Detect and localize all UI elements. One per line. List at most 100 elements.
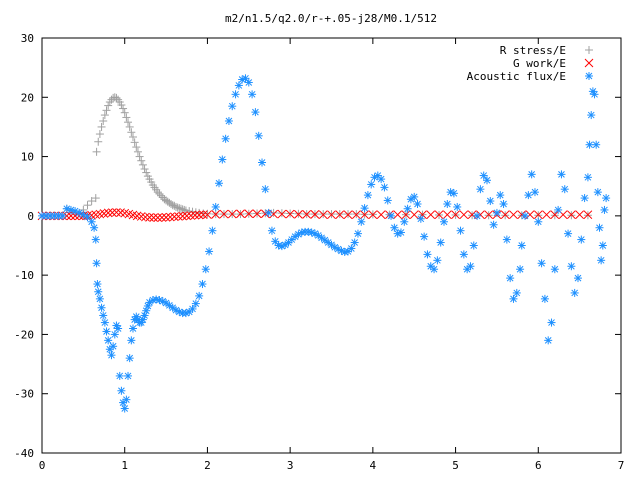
acoustic-flux-point (218, 155, 227, 164)
g-work-point (368, 210, 378, 220)
acoustic-flux-point (557, 170, 566, 179)
r-stress-point (112, 93, 121, 102)
g-work-point (575, 210, 584, 220)
acoustic-flux-point (264, 208, 273, 217)
legend-r-stress: R stress/E (500, 44, 593, 57)
acoustic-flux-point (433, 256, 442, 265)
r-stress-point (155, 189, 164, 198)
r-stress-point (127, 128, 136, 137)
acoustic-flux-point (248, 90, 257, 99)
legend-label: R stress/E (500, 44, 566, 57)
acoustic-flux-point (590, 90, 599, 99)
r-stress-point (133, 147, 142, 156)
acoustic-flux-point (502, 235, 511, 244)
acoustic-flux-point (114, 324, 123, 333)
acoustic-flux-point (274, 241, 283, 250)
acoustic-flux-point (211, 202, 220, 211)
g-work-point (182, 211, 192, 221)
g-work-point (459, 210, 469, 220)
legend-g-work: G work/E (513, 57, 594, 70)
acoustic-flux-point (107, 351, 116, 360)
acoustic-flux-point (597, 256, 606, 265)
g-work-point (302, 210, 312, 219)
g-work-point (525, 210, 535, 220)
y-tick-label: 20 (21, 91, 34, 104)
acoustic-flux-point (251, 108, 260, 117)
acoustic-flux-point (476, 185, 485, 194)
r-stress-point (125, 122, 134, 131)
acoustic-flux-point (602, 194, 611, 203)
acoustic-flux-point (198, 280, 207, 289)
g-work-point (99, 209, 109, 218)
r-stress-point (277, 209, 286, 218)
series-acoustic-flux (38, 74, 611, 413)
acoustic-flux-point (524, 191, 533, 200)
g-work-point (190, 210, 200, 220)
r-stress-point (130, 138, 139, 147)
x-tick-label: 4 (370, 459, 377, 472)
acoustic-flux-point (110, 330, 119, 339)
acoustic-flux-point (66, 205, 75, 214)
r-stress-point (137, 156, 146, 165)
acoustic-flux-point (195, 291, 204, 300)
g-work-point (294, 210, 303, 219)
x-tick-label: 3 (287, 459, 294, 472)
acoustic-flux-point (100, 318, 109, 327)
g-work-point (517, 210, 527, 220)
acoustic-flux-point (188, 304, 197, 313)
acoustic-flux-point (577, 235, 586, 244)
r-stress-point (94, 137, 103, 146)
g-work-point (174, 212, 183, 221)
g-work-point (376, 210, 386, 220)
acoustic-flux-point (205, 247, 214, 256)
acoustic-flux-point (499, 200, 508, 208)
acoustic-flux-point (201, 265, 210, 274)
g-work-point (533, 210, 543, 220)
x-tick-label: 5 (452, 459, 459, 472)
acoustic-flux-point (90, 223, 99, 232)
acoustic-flux-point (221, 134, 230, 143)
g-work-point (327, 210, 336, 220)
g-work-point (103, 208, 113, 218)
acoustic-flux-point (598, 241, 607, 250)
r-stress-point (100, 111, 109, 120)
acoustic-flux-point (231, 90, 240, 99)
acoustic-flux-point (430, 265, 439, 274)
g-work-point (451, 210, 460, 220)
r-stress-point (140, 165, 149, 174)
acoustic-flux-point (583, 173, 592, 182)
acoustic-flux-point (570, 288, 579, 297)
g-work-point (542, 210, 551, 220)
r-stress-point (97, 122, 106, 131)
x-tick-label: 1 (121, 459, 128, 472)
g-work-point (252, 209, 262, 219)
g-work-point (169, 212, 179, 222)
acoustic-flux-point (595, 223, 604, 232)
r-stress-point (95, 130, 104, 139)
acoustic-flux-point (506, 274, 515, 283)
r-stress-point (104, 101, 113, 110)
acoustic-flux-point (413, 200, 422, 208)
x-tick-label: 0 (39, 459, 46, 472)
acoustic-flux-point (117, 386, 126, 395)
acoustic-flux-point (62, 204, 71, 213)
g-work-point (583, 210, 593, 220)
acoustic-flux-point (540, 294, 549, 303)
acoustic-flux-point (492, 208, 501, 217)
acoustic-flux-point (554, 205, 563, 214)
g-work-point (136, 212, 146, 221)
r-stress-point (122, 113, 131, 122)
r-stress-point (99, 117, 108, 125)
g-work-point (467, 210, 477, 220)
acoustic-flux-point (224, 117, 233, 125)
g-work-point (157, 213, 167, 222)
acoustic-flux-point (383, 196, 392, 205)
acoustic-flux-point (380, 183, 389, 192)
acoustic-flux-point (387, 211, 396, 220)
acoustic-flux-point (228, 102, 237, 111)
r-stress-point (120, 108, 129, 117)
plot-area (37, 74, 611, 413)
y-tick-label: -10 (14, 269, 34, 282)
acoustic-flux-point (241, 74, 250, 83)
acoustic-flux-point (79, 210, 88, 219)
